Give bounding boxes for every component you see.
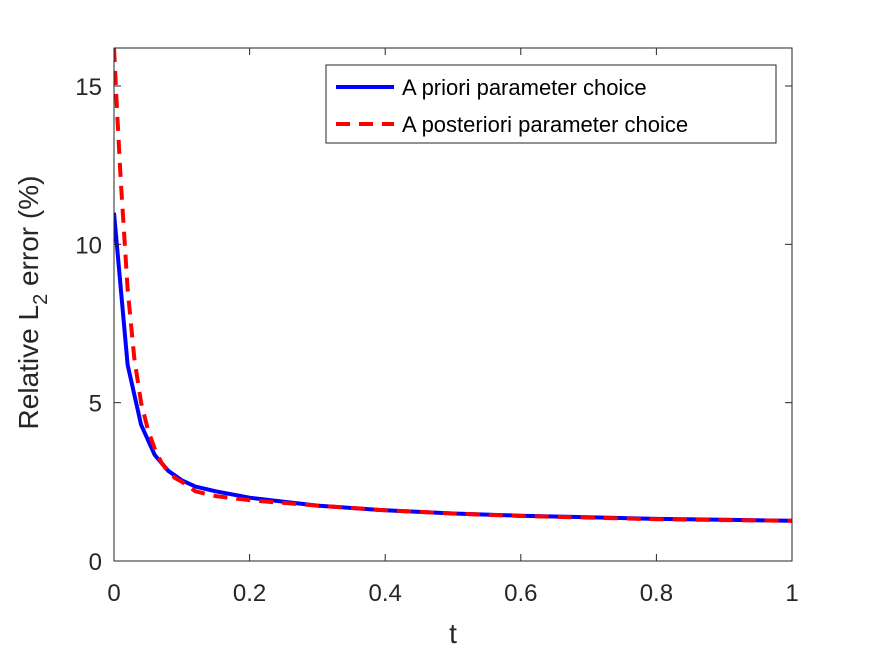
x-tick-label: 0	[107, 580, 120, 607]
y-tick-label: 10	[75, 232, 102, 259]
series-line-a-posteriori	[114, 48, 792, 523]
series-layer	[114, 48, 792, 523]
x-tick-label: 0.2	[233, 580, 266, 607]
y-tick-label: 0	[89, 549, 102, 576]
legend: A priori parameter choice A posteriori pa…	[325, 64, 777, 144]
y-axis-label-rest: error (%)	[13, 176, 44, 294]
legend-box	[325, 64, 777, 144]
x-tick-label: 0.8	[640, 580, 673, 607]
x-tick-label: 0.4	[369, 580, 402, 607]
y-axis-label-main: Relative L	[13, 305, 44, 430]
y-axis-label-subscript: 2	[30, 294, 52, 305]
y-tick-label: 5	[89, 391, 102, 418]
legend-label: A priori parameter choice	[402, 75, 647, 100]
x-axis-label: t	[449, 618, 457, 649]
x-tick-label: 1	[785, 580, 798, 607]
axes-box	[113, 47, 793, 562]
legend-label: A posteriori parameter choice	[402, 112, 688, 137]
y-axis-label: Relative L2 error (%)	[13, 176, 52, 430]
x-tick-label: 0.6	[504, 580, 537, 607]
y-tick-label: 15	[75, 74, 102, 101]
